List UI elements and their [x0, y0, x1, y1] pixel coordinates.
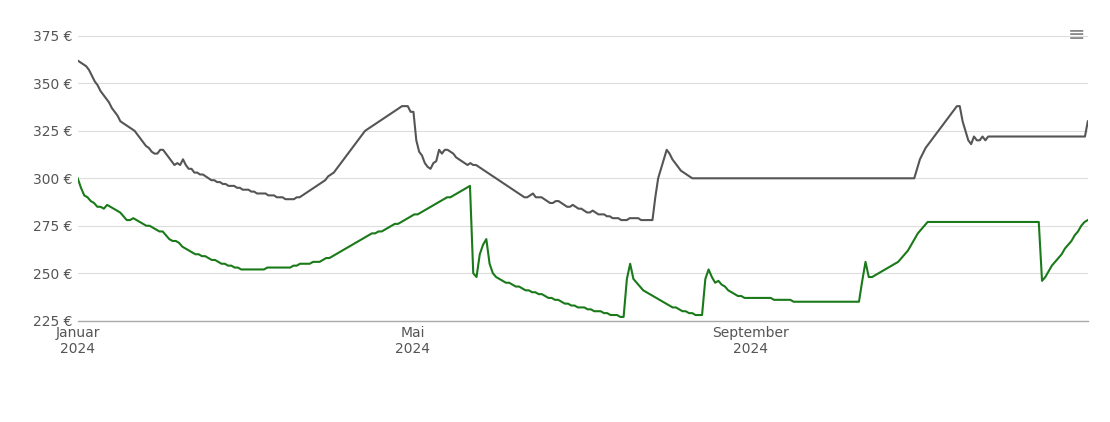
Legend: lose Ware, Sackware: lose Ware, Sackware [465, 416, 700, 422]
Text: ≡: ≡ [1068, 25, 1086, 45]
